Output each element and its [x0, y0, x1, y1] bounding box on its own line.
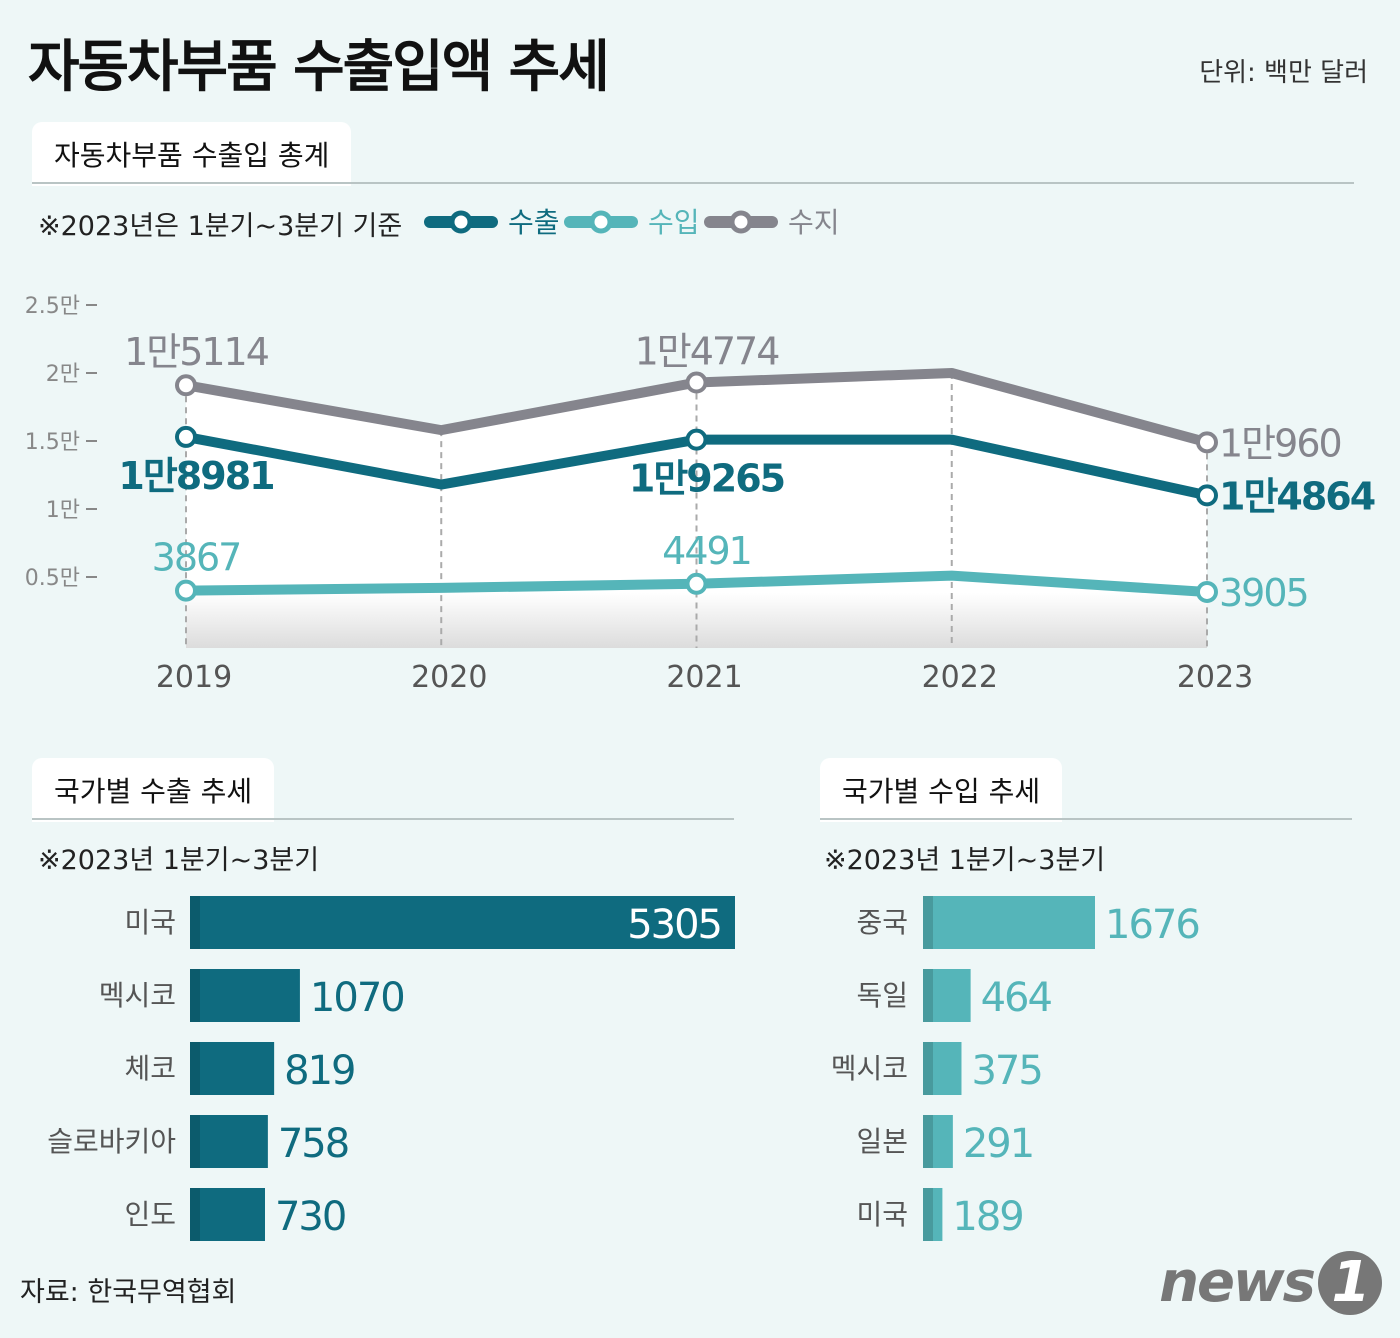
bar-value-label: 291: [963, 1121, 1033, 1167]
y-tick-label: 1.5만: [25, 430, 80, 455]
bar: [190, 1042, 275, 1095]
legend-label-0: 수출: [508, 206, 560, 239]
x-tick-label: 2023: [1177, 660, 1253, 695]
bar-shadow: [923, 1115, 933, 1168]
bar-shadow: [923, 969, 933, 1022]
data-point: [685, 428, 708, 451]
bar-category-label: 멕시코: [99, 979, 176, 1012]
data-point: [1196, 431, 1218, 454]
bar-shadow: [923, 1042, 933, 1095]
bar-category-label: 독일: [856, 979, 908, 1012]
x-tick-label: 2019: [156, 660, 232, 695]
bar-shadow: [190, 896, 200, 949]
data-point: [175, 579, 197, 602]
bar-value-label: 819: [284, 1048, 354, 1094]
legend-marker: [729, 210, 753, 234]
data-point: [685, 572, 708, 595]
bar-shadow: [190, 969, 200, 1022]
data-point: [175, 374, 197, 397]
y-tick-label: 1만: [46, 498, 80, 523]
legend-label-2: 수지: [788, 206, 840, 239]
bar: [923, 1042, 962, 1095]
bar-value-label: 1676: [1105, 902, 1199, 948]
bar-category-label: 멕시코: [831, 1052, 908, 1085]
x-tick-label: 2022: [922, 660, 998, 695]
data-point: [1196, 580, 1218, 603]
y-tick-label: 2.5만: [25, 294, 80, 319]
divider: [820, 818, 1352, 820]
x-tick-label: 2020: [411, 660, 487, 695]
bar-value-label: 730: [275, 1194, 345, 1240]
section-tab-import: 국가별 수입 추세: [820, 758, 1063, 822]
bar: [923, 969, 971, 1022]
bar-value-label: 375: [971, 1048, 1041, 1094]
bar-value-label: 189: [952, 1194, 1022, 1240]
bar-shadow: [190, 1115, 200, 1168]
divider: [32, 818, 734, 820]
bar-shadow: [923, 896, 933, 949]
bar-value-label: 464: [981, 975, 1052, 1021]
data-label: 1만960: [1219, 421, 1341, 465]
legend-marker: [589, 210, 613, 234]
data-label: 4491: [662, 529, 751, 573]
bar: [190, 1188, 265, 1241]
bar-category-label: 슬로바키아: [47, 1125, 176, 1158]
section-tab-export: 국가별 수출 추세: [32, 758, 275, 822]
bar: [923, 1188, 943, 1241]
bar-shadow: [923, 1188, 933, 1241]
bar: [923, 896, 1095, 949]
y-tick-label: 2만: [46, 362, 80, 387]
news1-logo: news 1: [1159, 1250, 1382, 1315]
bar-category-label: 미국: [124, 906, 176, 939]
page-title: 자동차부품 수출입액 추세: [28, 35, 610, 100]
bar-category-label: 일본: [856, 1125, 908, 1158]
data-label: 1만5114: [124, 330, 269, 374]
data-label: 3905: [1219, 571, 1308, 615]
bar-category-label: 중국: [856, 906, 908, 939]
data-point: [1196, 484, 1218, 507]
y-tick-label: 0.5만: [25, 566, 80, 591]
section-tab-total: 자동차부품 수출입 총계: [32, 122, 352, 186]
data-label: 1만4864: [1219, 474, 1375, 518]
bar-category-label: 체코: [124, 1052, 176, 1085]
bar-shadow: [190, 1188, 200, 1241]
legend-label-1: 수입: [648, 206, 700, 239]
bar: [190, 969, 300, 1022]
source-note: 자료: 한국무역협회: [20, 1277, 237, 1308]
data-point: [685, 371, 708, 394]
bar-category-label: 미국: [856, 1198, 908, 1231]
bar: [923, 1115, 953, 1168]
bar-value-label: 1070: [310, 975, 404, 1021]
bar-shadow: [190, 1042, 200, 1095]
data-label: 1만8981: [118, 454, 273, 498]
bar-category-label: 인도: [124, 1198, 176, 1231]
import-note: ※2023년 1분기~3분기: [824, 845, 1106, 876]
data-label: 3867: [152, 536, 241, 580]
legend-marker: [449, 210, 473, 234]
data-label: 1만9265: [629, 457, 784, 501]
bar: [190, 1115, 268, 1168]
x-tick-label: 2021: [666, 660, 742, 695]
bar-value-label: 5305: [627, 902, 721, 948]
bar-charts: 미국 5305 멕시코 1070 체코 819 슬로바키아 758 인도 730 중국 1676 독일 4…: [47, 896, 1201, 1241]
total-note: ※2023년은 1분기~3분기 기준: [38, 211, 403, 242]
line-chart: 수출 수입 수지 2.5만 2만 1.5만 1만 0.5만 2019 2020 2021 2022 20…: [25, 206, 1377, 695]
export-note: ※2023년 1분기~3분기: [38, 845, 320, 876]
bar-value-label: 758: [278, 1121, 348, 1167]
data-label: 1만4774: [635, 330, 780, 374]
divider: [32, 182, 1354, 184]
data-point: [175, 425, 197, 448]
bar: [190, 896, 735, 949]
unit-label: 단위: 백만 달러: [1199, 58, 1368, 88]
